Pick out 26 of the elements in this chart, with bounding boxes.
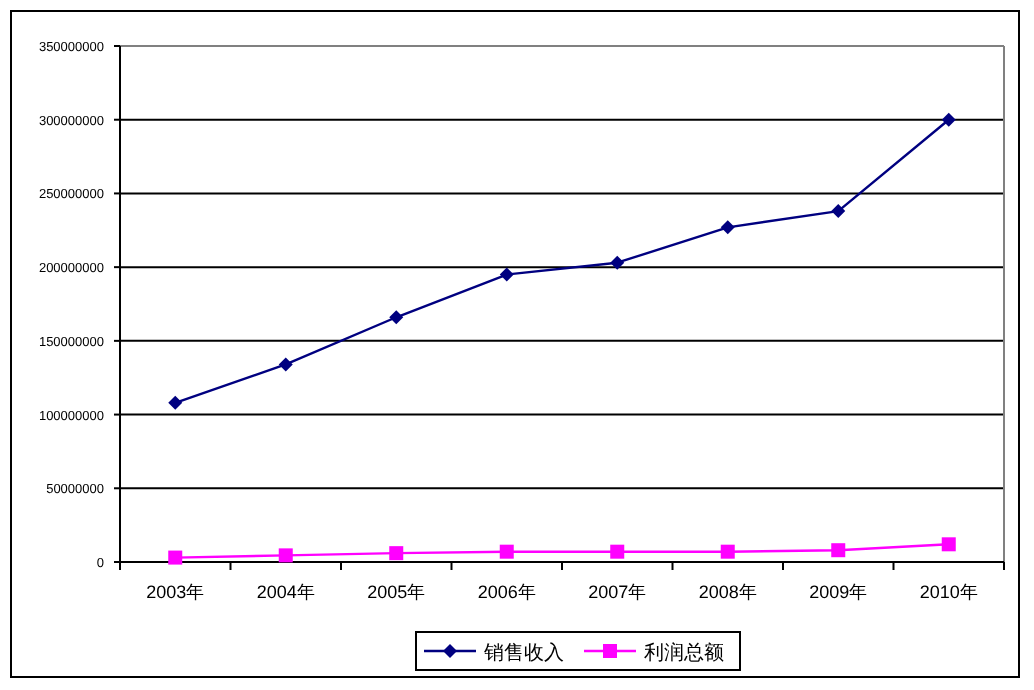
x-tick-label: 2007年 — [588, 582, 647, 602]
point — [389, 310, 404, 325]
x-tick-label: 2003年 — [146, 582, 205, 602]
point — [941, 112, 956, 127]
x-tick-label: 2009年 — [809, 582, 868, 602]
point — [720, 220, 735, 235]
x-tick-label: 2010年 — [919, 582, 978, 602]
point — [610, 255, 625, 270]
point — [720, 544, 735, 559]
point — [831, 204, 846, 219]
x-tick-label: 2005年 — [367, 582, 426, 602]
legend-label: 销售收入 — [482, 641, 564, 665]
point — [389, 546, 404, 561]
x-tick-label: 2006年 — [477, 582, 536, 602]
point — [168, 395, 183, 410]
point — [499, 267, 514, 282]
point — [831, 543, 846, 558]
point — [610, 544, 625, 559]
legend-label: 利润总额 — [644, 641, 724, 665]
point — [941, 537, 956, 552]
point — [168, 550, 183, 565]
point — [278, 548, 293, 563]
point — [278, 357, 293, 372]
point — [499, 544, 514, 559]
x-tick-label: 2008年 — [698, 582, 757, 602]
x-tick-label: 2004年 — [256, 582, 315, 602]
